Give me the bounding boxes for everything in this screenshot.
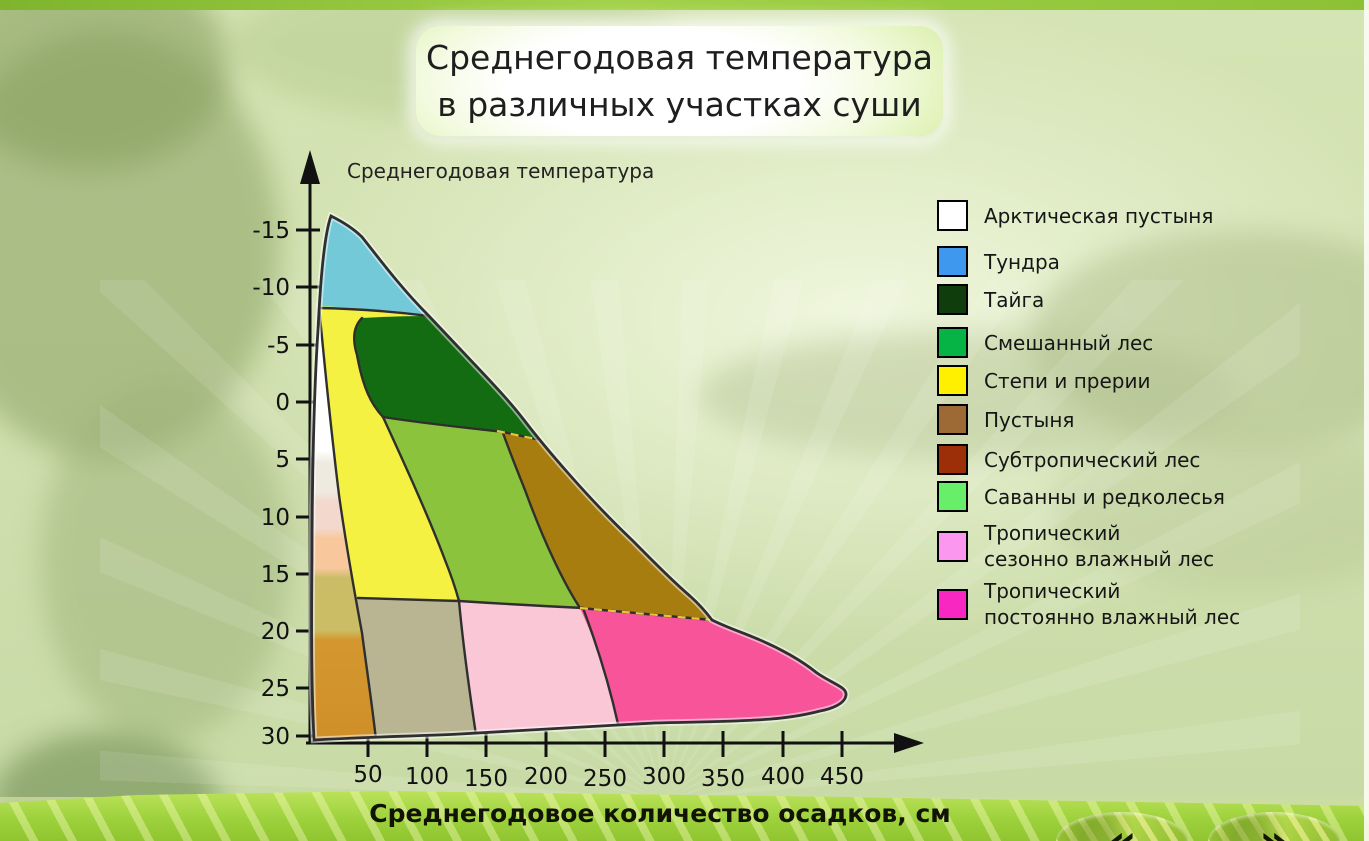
legend-item-arctic-desert: Арктическая пустыня bbox=[937, 200, 1240, 231]
legend-label: Смешанный лес bbox=[984, 330, 1154, 355]
legend-item-tropical-seasonal-forest: Тропический сезонно влажный лес bbox=[937, 520, 1240, 572]
y-axis-title: Среднегодовая температура bbox=[347, 159, 654, 183]
x-axis-ticks bbox=[366, 731, 844, 757]
dashed-boundary-accents bbox=[496, 429, 713, 622]
top-green-strip bbox=[0, 0, 1369, 10]
biome-regions bbox=[311, 216, 847, 740]
legend-label: Пустыня bbox=[984, 407, 1075, 432]
water-reflection-right bbox=[1049, 430, 1369, 590]
tree-line-middle bbox=[699, 330, 1239, 460]
legend-label: Саванны и редколесья bbox=[984, 484, 1225, 509]
legend-item-tundra: Тундра bbox=[937, 246, 1240, 277]
tree-foliage-left-lower bbox=[40, 380, 290, 740]
legend-swatch bbox=[937, 246, 968, 277]
legend-label: Тропический bbox=[984, 579, 1121, 603]
legend-swatch bbox=[937, 530, 968, 562]
svg-text:25: 25 bbox=[261, 676, 290, 702]
svg-text:350: 350 bbox=[701, 766, 745, 792]
legend-swatch bbox=[937, 284, 968, 315]
blob-outline bbox=[310, 214, 848, 742]
svg-text:400: 400 bbox=[761, 764, 805, 790]
svg-text:-15: -15 bbox=[252, 218, 290, 244]
legend-label: Тундра bbox=[984, 249, 1060, 274]
chevron-left-icon: « bbox=[1107, 814, 1137, 841]
chevron-right-icon: » bbox=[1259, 814, 1289, 841]
svg-text:100: 100 bbox=[405, 764, 449, 790]
svg-text:450: 450 bbox=[820, 764, 864, 790]
y-axis-arrow-icon bbox=[300, 150, 320, 184]
legend-swatch bbox=[937, 365, 968, 396]
x-axis-caption: Среднегодовое количество осадков, см bbox=[369, 799, 951, 828]
legend-label: Субтропический лес bbox=[984, 447, 1201, 472]
legend: Арктическая пустыня Тундра Тайга Смешанн… bbox=[937, 200, 1240, 630]
x-axis-tick-labels: 50 100 150 200 250 300 350 400 450 bbox=[353, 762, 864, 792]
legend-swatch bbox=[937, 481, 968, 512]
svg-text:0: 0 bbox=[275, 390, 290, 416]
legend-label-line2: сезонно влажный лес bbox=[984, 547, 1215, 571]
svg-text:150: 150 bbox=[464, 766, 508, 792]
tree-line-right bbox=[1029, 230, 1369, 450]
svg-text:20: 20 bbox=[261, 619, 290, 645]
svg-text:250: 250 bbox=[583, 766, 627, 792]
legend-swatch bbox=[937, 327, 968, 358]
title-box: Среднегодовая температура в различных уч… bbox=[416, 26, 943, 136]
legend-label-line2: постоянно влажный лес bbox=[984, 605, 1241, 629]
legend-label: Арктическая пустыня bbox=[984, 203, 1214, 228]
svg-text:200: 200 bbox=[524, 764, 568, 790]
region-tropical-rainforest bbox=[580, 608, 847, 725]
legend-item-mixed-forest: Смешанный лес bbox=[937, 327, 1240, 358]
legend-item-subtropical-forest: Субтропический лес bbox=[937, 444, 1240, 475]
legend-item-steppe: Степи и прерии bbox=[937, 365, 1240, 396]
page-title-line1: Среднегодовая температура bbox=[426, 38, 933, 77]
svg-text:-5: -5 bbox=[267, 333, 290, 359]
legend-item-tropical-rainforest: Тропический постоянно влажный лес bbox=[937, 578, 1240, 630]
legend-swatch bbox=[937, 444, 968, 475]
legend-item-desert: Пустыня bbox=[937, 404, 1240, 435]
region-boundaries bbox=[317, 304, 714, 740]
svg-text:-10: -10 bbox=[252, 275, 290, 301]
legend-label: Степи и прерии bbox=[984, 368, 1151, 393]
svg-text:5: 5 bbox=[275, 447, 290, 473]
page-title-line2: в различных участках суши bbox=[437, 85, 922, 124]
region-tropical-seasonal-forest bbox=[459, 601, 618, 740]
svg-text:30: 30 bbox=[261, 724, 290, 750]
svg-text:300: 300 bbox=[642, 764, 686, 790]
legend-item-taiga: Тайга bbox=[937, 284, 1240, 315]
legend-swatch bbox=[937, 588, 968, 620]
slide-right-edge bbox=[1364, 0, 1369, 841]
legend-swatch bbox=[937, 404, 968, 435]
legend-swatch bbox=[937, 200, 968, 231]
y-axis-tick-labels: -15 -10 -5 0 5 10 15 20 25 30 bbox=[252, 218, 290, 750]
legend-item-savanna: Саванны и редколесья bbox=[937, 481, 1240, 512]
x-axis-arrow-icon bbox=[894, 733, 924, 753]
legend-label: Тайга bbox=[984, 287, 1045, 312]
svg-text:10: 10 bbox=[261, 505, 290, 531]
svg-text:15: 15 bbox=[261, 562, 290, 588]
legend-label: Тропический bbox=[984, 521, 1121, 545]
svg-text:50: 50 bbox=[353, 762, 382, 788]
